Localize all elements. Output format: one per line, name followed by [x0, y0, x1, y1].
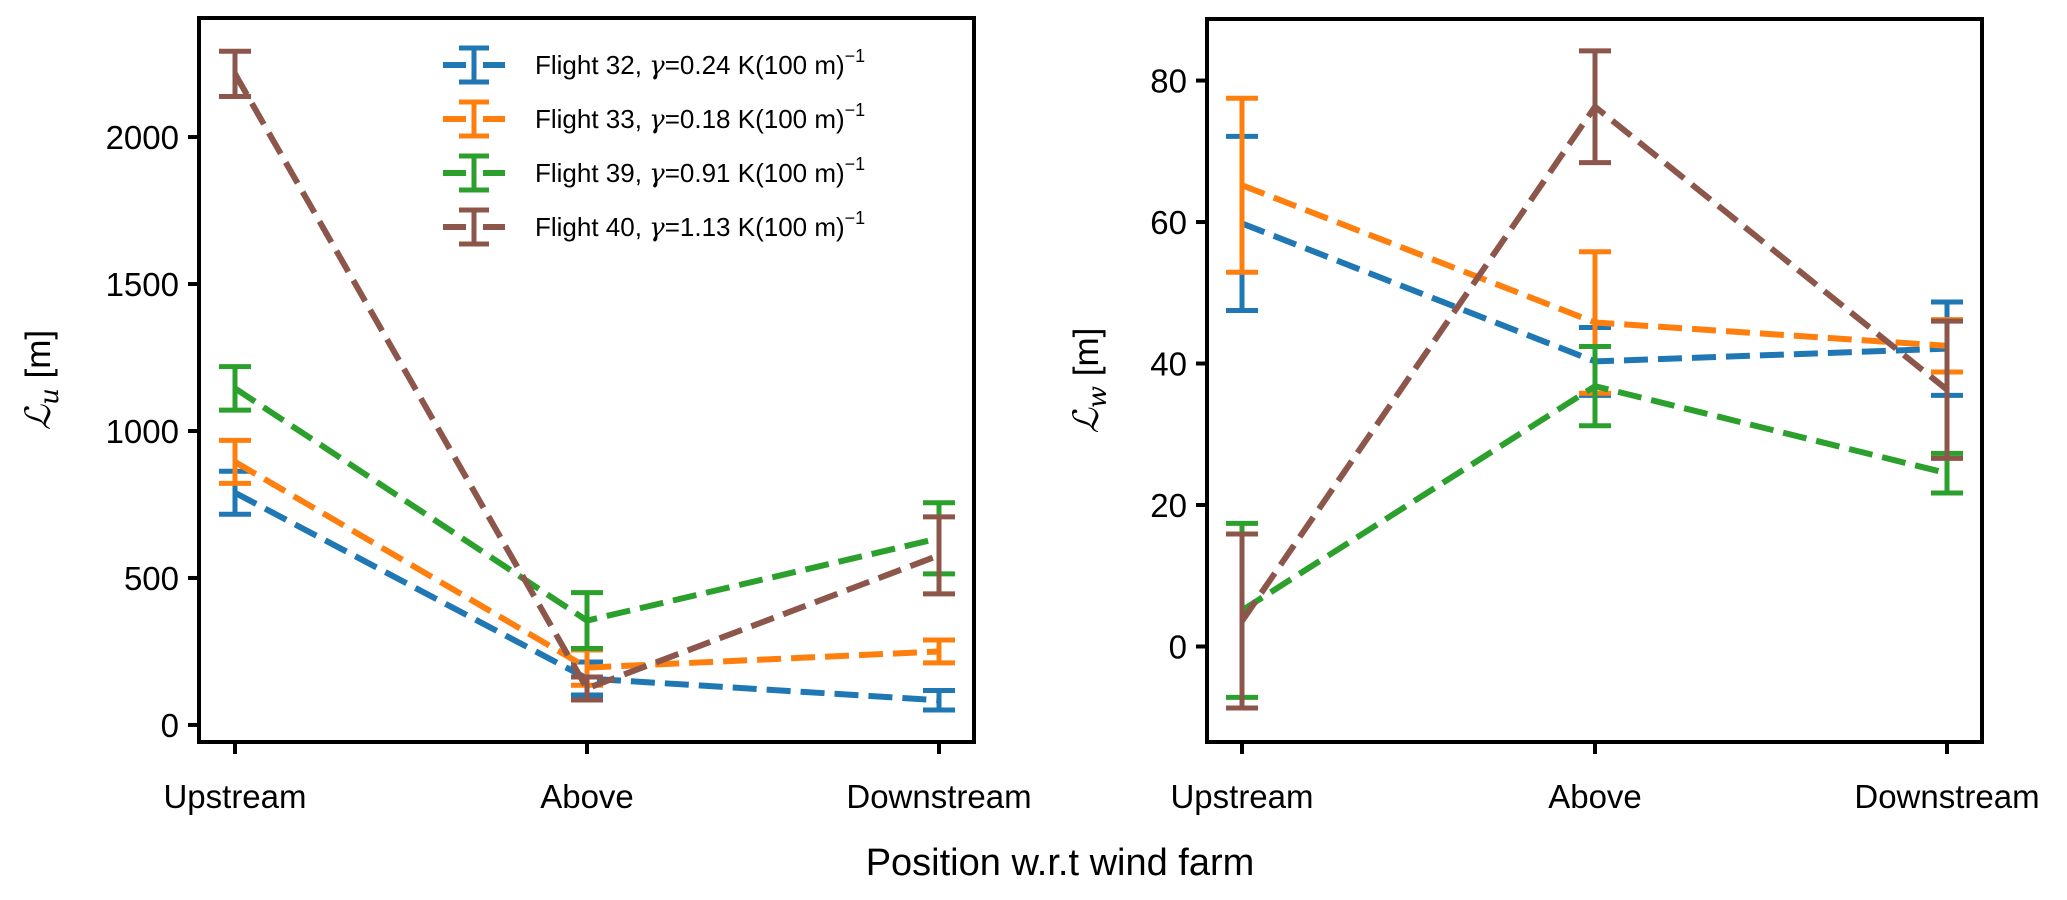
legend-gamma-value: =0.24 K(100 m): [665, 50, 845, 80]
left-panel-lu: 0 500 1000 1500 2000 Upstream Above Downstream ℒ…: [19, 16, 1032, 815]
x-tick-label: Downstream: [1854, 778, 2039, 815]
y-axis-symbol: ℒ: [1067, 407, 1107, 433]
legend-gamma-symbol: γ: [649, 51, 665, 81]
error-bar: [1579, 344, 1611, 429]
y-tick-label: 1000: [106, 413, 179, 450]
y-axis-subscript: w: [1083, 386, 1113, 408]
y-axis-label: ℒw [m]: [1067, 328, 1113, 434]
series-flight-40: [219, 48, 955, 703]
legend-label: Flight 32, γ=0.24 K(100 m)−1: [535, 46, 865, 81]
y-axis-label: ℒu [m]: [19, 330, 65, 430]
error-bar: [923, 637, 955, 666]
error-bar: [571, 674, 603, 703]
y-tick-label: 1500: [106, 266, 179, 303]
error-bar: [219, 48, 251, 99]
y-tick-label: 0: [1169, 628, 1187, 665]
y-tick-label: 80: [1150, 63, 1187, 100]
legend-superscript: −1: [845, 208, 866, 228]
y-tick-label: 0: [161, 707, 179, 744]
legend-superscript: −1: [845, 100, 866, 120]
error-bar: [923, 688, 955, 713]
y-tick-label: 20: [1150, 487, 1187, 524]
series-line: [233, 385, 940, 624]
legend-gamma-symbol: γ: [649, 105, 665, 135]
legend-flight: Flight 40,: [535, 212, 649, 242]
legend-flight: Flight 39,: [535, 158, 649, 188]
legend-superscript: −1: [845, 46, 866, 66]
error-bar: [219, 437, 251, 486]
legend-entry: Flight 40, γ=1.13 K(100 m)−1: [443, 207, 865, 247]
series-flight-39: [1226, 344, 1963, 700]
right-panel-lw: 0 20 40 60 80 Upstream Above Downstream ℒw [m]: [1067, 17, 2040, 815]
y-tick-label: 40: [1150, 346, 1187, 383]
legend-entry: Flight 32, γ=0.24 K(100 m)−1: [443, 45, 865, 85]
legend-entry: Flight 39, γ=0.91 K(100 m)−1: [443, 153, 865, 193]
x-tick-label: Upstream: [1170, 778, 1313, 815]
error-bar: [1579, 48, 1611, 166]
legend-entry: Flight 33, γ=0.18 K(100 m)−1: [443, 99, 865, 139]
y-axis-symbol: ℒ: [19, 404, 59, 430]
error-bar: [219, 364, 251, 413]
shared-x-axis-label: Position w.r.t wind farm: [866, 842, 1255, 884]
y-tick-label: 500: [124, 560, 179, 597]
error-bar: [1226, 95, 1258, 275]
x-tick-label: Above: [540, 778, 634, 815]
legend-gamma-symbol: γ: [649, 213, 665, 243]
y-axis-unit: [m]: [1067, 328, 1106, 386]
legend-label: Flight 33, γ=0.18 K(100 m)−1: [535, 100, 865, 135]
series-flight-40: [1226, 48, 1963, 711]
legend-gamma-value: =0.18 K(100 m): [665, 104, 845, 134]
legend-superscript: −1: [845, 154, 866, 174]
legend-flight: Flight 33,: [535, 104, 649, 134]
series-line: [233, 490, 940, 704]
error-bar: [923, 514, 955, 597]
legend-gamma-value: =0.91 K(100 m): [665, 158, 845, 188]
series-flight-39: [219, 364, 955, 652]
error-bar: [1931, 318, 1963, 461]
legend-flight: Flight 32,: [535, 50, 649, 80]
x-tick-label: Above: [1548, 778, 1642, 815]
series-line: [232, 72, 941, 693]
legend-label: Flight 39, γ=0.91 K(100 m)−1: [535, 154, 865, 189]
y-axis-unit: [m]: [19, 330, 58, 388]
y-tick-label: 60: [1150, 204, 1187, 241]
error-bar: [1226, 531, 1258, 711]
legend-label: Flight 40, γ=1.13 K(100 m)−1: [535, 208, 865, 243]
legend-gamma-symbol: γ: [649, 159, 665, 189]
y-axis-subscript: u: [35, 388, 65, 405]
legend-gamma-value: =1.13 K(100 m): [665, 212, 845, 242]
x-tick-label: Upstream: [163, 778, 306, 815]
y-tick-label: 2000: [106, 119, 179, 156]
x-tick-label: Downstream: [846, 778, 1031, 815]
error-bar: [571, 590, 603, 652]
